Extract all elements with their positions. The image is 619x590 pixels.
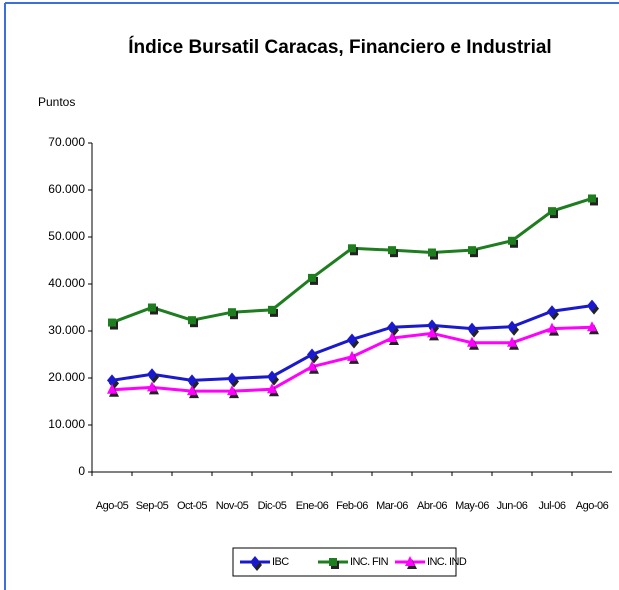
data-point <box>227 372 237 385</box>
series-line <box>111 197 593 324</box>
x-tick-label: Ene-06 <box>296 500 329 512</box>
data-point <box>467 336 477 347</box>
y-tick-label: 10.000 <box>48 417 85 431</box>
data-point <box>507 320 517 333</box>
data-point <box>427 319 437 332</box>
data-point <box>267 370 277 383</box>
y-axis-label: Puntos <box>38 95 75 109</box>
y-tick-label: 0 <box>78 464 85 478</box>
legend-marker <box>250 556 260 568</box>
data-point <box>547 322 557 333</box>
x-tick-label: May-06 <box>455 500 489 512</box>
y-tick-label: 50.000 <box>48 229 85 243</box>
chart-title: Índice Bursatil Caracas, Financiero e In… <box>128 36 551 58</box>
data-point <box>387 332 397 343</box>
x-tick-label: Ago-05 <box>96 500 129 512</box>
y-tick-label: 40.000 <box>48 276 85 290</box>
legend-marker <box>329 558 337 566</box>
data-point <box>147 381 157 392</box>
data-point <box>427 327 437 338</box>
data-point <box>187 385 197 396</box>
data-point <box>188 316 196 325</box>
x-tick-label: Dic-05 <box>258 500 287 512</box>
data-point <box>107 374 117 387</box>
x-tick-label: Abr-06 <box>417 500 447 512</box>
data-point <box>307 348 317 361</box>
data-point <box>308 273 316 282</box>
x-tick-label: Oct-05 <box>177 500 207 512</box>
data-point <box>587 321 597 332</box>
x-tick-label: Jun-06 <box>497 500 528 512</box>
data-point <box>267 383 277 394</box>
legend-label: IBC <box>272 556 289 568</box>
x-tick-label: Jul-06 <box>539 500 566 512</box>
y-tick-label: 30.000 <box>48 323 85 337</box>
x-tick-label: Sep-05 <box>136 500 169 512</box>
data-point <box>347 333 357 346</box>
data-point <box>387 321 397 334</box>
data-point <box>508 236 516 245</box>
data-point <box>148 303 156 312</box>
data-point <box>428 248 436 257</box>
y-tick-label: 20.000 <box>48 370 85 384</box>
data-point <box>307 360 317 371</box>
data-point <box>547 305 557 318</box>
data-point <box>388 246 396 255</box>
data-point <box>467 322 477 335</box>
x-tick-label: Nov-05 <box>216 500 249 512</box>
x-tick-label: Mar-06 <box>376 500 408 512</box>
y-tick-label: 70.000 <box>48 135 85 149</box>
data-point <box>468 246 476 255</box>
data-point <box>548 207 556 216</box>
data-point <box>147 368 157 381</box>
legend-label: INC. FIN <box>350 556 389 568</box>
x-tick-label: Ago-06 <box>576 500 609 512</box>
legend-label: INC. IND <box>427 556 467 568</box>
data-point <box>587 299 597 312</box>
data-point <box>107 383 117 394</box>
data-point <box>348 244 356 253</box>
data-point <box>108 318 116 327</box>
data-point <box>347 350 357 361</box>
data-point <box>228 308 236 317</box>
y-tick-label: 60.000 <box>48 182 85 196</box>
data-point <box>268 305 276 314</box>
x-tick-label: Feb-06 <box>336 500 368 512</box>
data-point <box>588 194 596 203</box>
data-point <box>187 374 197 387</box>
data-point <box>507 336 517 347</box>
data-point <box>227 385 237 396</box>
legend-marker <box>405 556 415 566</box>
